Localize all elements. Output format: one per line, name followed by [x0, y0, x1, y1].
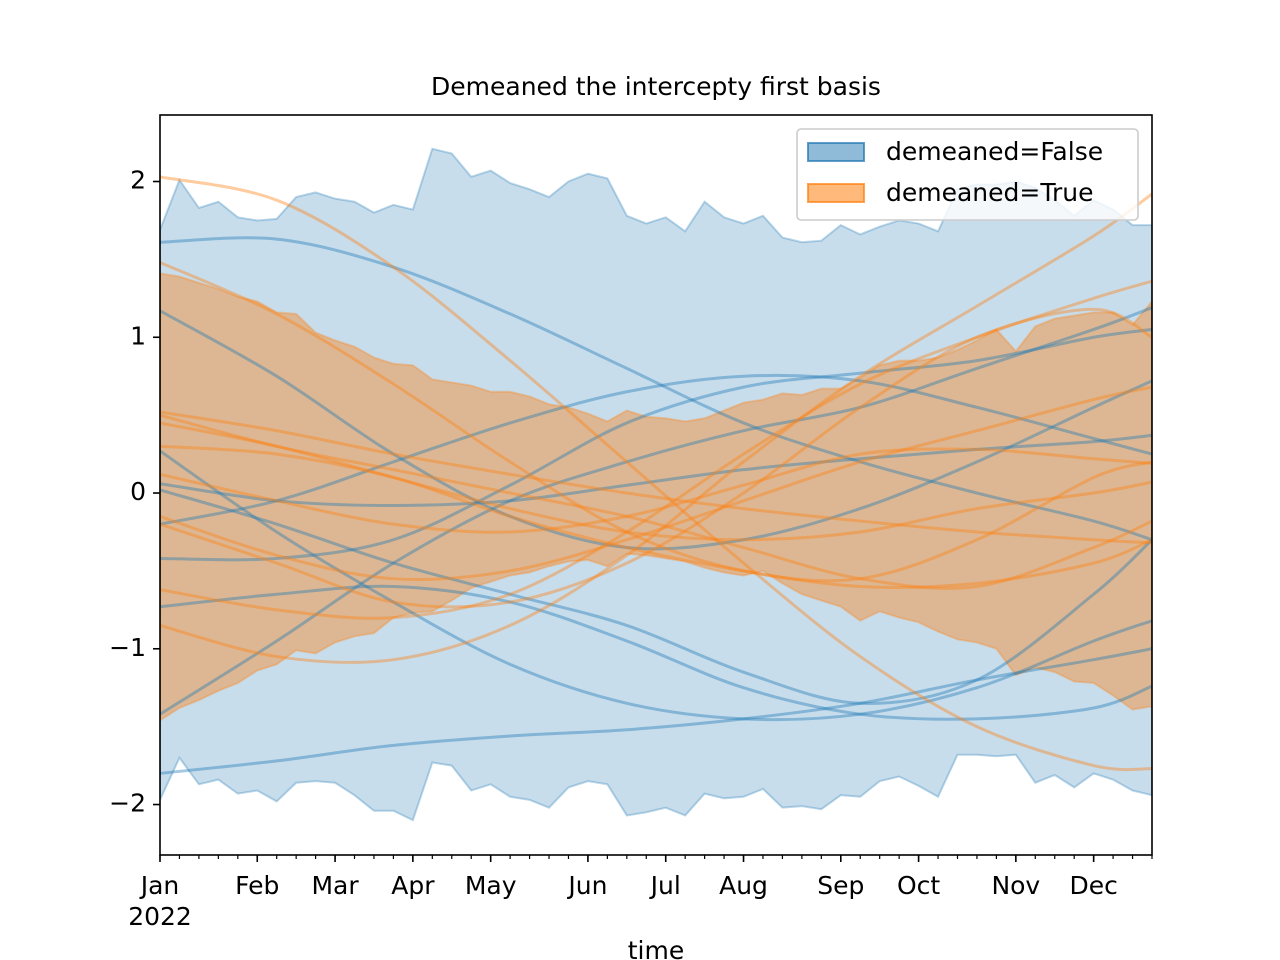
curve [160, 306, 1152, 716]
axes-frame [159, 114, 1153, 856]
x-tick-label: Jun [566, 871, 607, 900]
legend-swatch [807, 142, 865, 162]
x-tick-label: Apr [391, 871, 435, 900]
curve [160, 449, 1152, 722]
curve [160, 433, 1152, 507]
curve [160, 488, 1152, 705]
curve [160, 236, 1152, 542]
curve [160, 307, 1152, 609]
x-axis-label: time [628, 936, 684, 960]
y-tick-label: −1 [109, 633, 146, 662]
x-tick-label: Mar [311, 871, 359, 900]
x-tick-label: Oct [897, 871, 940, 900]
x-tick-label: Jan [139, 871, 180, 900]
chart-title: Demeaned the intercepty first basis [431, 72, 881, 101]
curve [160, 175, 1152, 772]
axes: −2 −1 0 1 2 Jan Feb Mar Apr May Jun Jul Aug Sep Oct Nov… [109, 114, 1153, 900]
y-tick-label: 2 [130, 166, 146, 195]
curve [160, 279, 1152, 620]
curve [160, 309, 1152, 551]
x-tick-label: Sep [817, 871, 864, 900]
x-tick-label: Dec [1069, 871, 1117, 900]
curve [160, 447, 1152, 534]
legend-swatch [807, 183, 865, 203]
curve [160, 410, 1152, 545]
legend-label: demeaned=False [886, 137, 1103, 166]
curve [160, 373, 1152, 526]
y-tick-label: 1 [130, 321, 146, 350]
curve [160, 421, 1152, 542]
curve [160, 444, 1152, 589]
x-year-label: 2022 [128, 902, 192, 931]
band [160, 272, 1152, 722]
legend: demeaned=False demeaned=True [796, 128, 1139, 221]
x-tick-label: Feb [235, 871, 279, 900]
y-tick-label: −2 [109, 789, 146, 818]
x-tick-label: May [465, 871, 517, 900]
curve [160, 192, 1152, 664]
curve [160, 327, 1152, 562]
legend-label: demeaned=True [886, 178, 1093, 207]
legend-frame [796, 128, 1139, 221]
plot-area [160, 147, 1152, 822]
curve [160, 647, 1152, 775]
curve [160, 413, 1152, 590]
curve [160, 261, 1152, 583]
curve [160, 385, 1152, 581]
band [160, 147, 1152, 822]
curve [160, 584, 1152, 721]
x-tick-label: Jul [649, 871, 681, 900]
y-tick-label: 0 [130, 477, 146, 506]
x-tick-label: Aug [719, 871, 768, 900]
x-tick-label: Nov [991, 871, 1040, 900]
